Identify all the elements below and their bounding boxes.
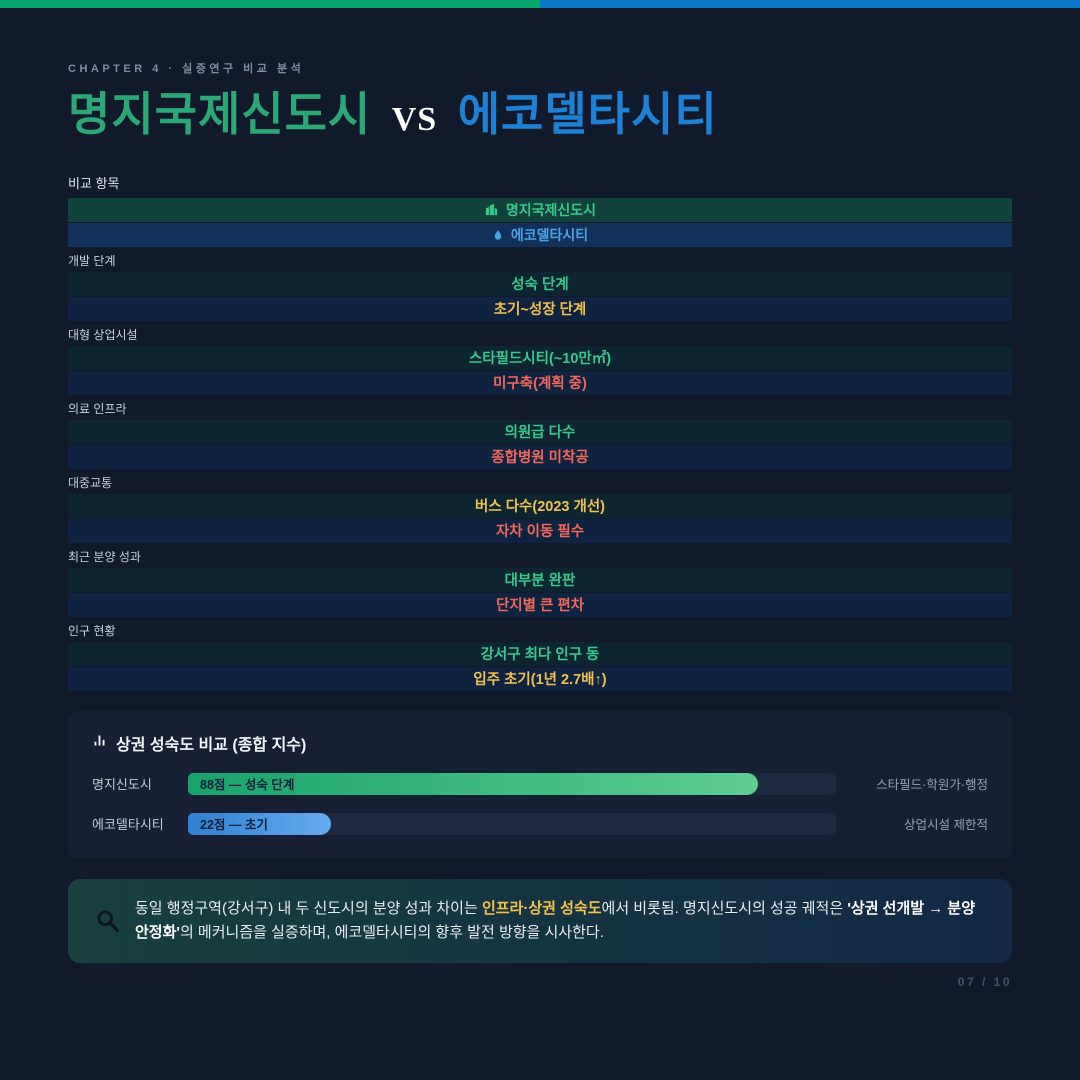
- row-category-label: 대중교통: [68, 475, 113, 490]
- title-vs: VS: [391, 101, 438, 138]
- row-category-label: 개발 단계: [68, 253, 116, 268]
- bar-track: 88점 — 성숙 단계: [188, 772, 836, 795]
- chapter-label: CHAPTER 4 · 실증연구 비교 분석: [68, 63, 305, 75]
- accent-strip-green: [0, 0, 540, 8]
- row-category-label: 의료 인프라: [68, 401, 127, 416]
- table-body: 개발 단계 성숙 단계 초기~성장 단계 대형 상업시설 스타필드시티(~10만…: [68, 248, 1012, 691]
- chart-title-row: 상권 성숙도 비교 (종합 지수): [92, 731, 988, 755]
- table-corner-label: 비교 항목: [68, 175, 120, 191]
- chart-bar-row: 명지신도시 88점 — 성숙 단계 스타필드·학원가·행정: [92, 772, 988, 795]
- table-row: 최근 분양 성과 대부분 완판 단지별 큰 편차: [68, 544, 1012, 617]
- ecodelta-value-cell: 입주 초기(1년 2.7배↑): [68, 666, 1012, 691]
- column-header-myeongji: 명지국제신도시: [68, 197, 1012, 222]
- droplet-icon: [492, 229, 504, 241]
- accent-strip-blue: [540, 0, 1080, 8]
- chart-bar-row: 에코델타시티 22점 — 초기 상업시설 제한적: [92, 812, 988, 835]
- myeongji-value-cell: 스타필드시티(~10만㎡): [68, 345, 1012, 370]
- ecodelta-value-cell: 단지별 큰 편차: [68, 592, 1012, 617]
- column-header-label: 명지국제신도시: [505, 201, 597, 218]
- ecodelta-value-cell: 종합병원 미착공: [68, 444, 1012, 469]
- city-icon: [484, 202, 499, 217]
- table-row: 대형 상업시설 스타필드시티(~10만㎡) 미구축(계획 중): [68, 322, 1012, 395]
- myeongji-value-cell: 강서구 최다 인구 동: [68, 641, 1012, 666]
- chart-rows: 명지신도시 88점 — 성숙 단계 스타필드·학원가·행정 에코델타시티 22점…: [92, 772, 988, 835]
- summary-segment: 의 메커니즘을 실증하며, 에코델타시티의 향후 발전 방향을 시사한다.: [179, 923, 604, 941]
- bar-fill: 88점 — 성숙 단계: [188, 772, 759, 795]
- myeongji-value-cell: 대부분 완판: [68, 567, 1012, 592]
- summary-segment: 동일 행정구역(강서구) 내 두 신도시의 분양 성과 차이는: [135, 899, 482, 917]
- row-category-label: 최근 분양 성과: [68, 549, 141, 564]
- ecodelta-value-cell: 자차 이동 필수: [68, 518, 1012, 543]
- ecodelta-value-cell: 미구축(계획 중): [68, 370, 1012, 395]
- summary-segment: 인프라·상권 성숙도: [481, 899, 602, 917]
- summary-segment: '상권 선개발 → 분양 안정화': [135, 899, 975, 941]
- page-indicator: 07 / 10: [957, 975, 1012, 990]
- bar-category-label: 명지신도시: [92, 777, 152, 793]
- comparison-table: 비교 항목 명지국제신도시 에코델타시티 개발 단계 성숙 단계 초기~성장 단…: [68, 173, 1012, 691]
- table-row: 대중교통 버스 다수(2023 개선) 자차 이동 필수: [68, 470, 1012, 543]
- table-row: 의료 인프라 의원급 다수 종합병원 미착공: [68, 396, 1012, 469]
- row-category-label: 인구 현황: [68, 623, 116, 638]
- top-accent-strip: [0, 0, 1080, 8]
- page-title: 명지국제신도시 VS 에코델타시티: [68, 89, 1012, 141]
- bar-chart-icon: [92, 733, 107, 753]
- row-category-label: 대형 상업시설: [68, 327, 138, 342]
- table-row: 개발 단계 성숙 단계 초기~성장 단계: [68, 248, 1012, 321]
- chart-title: 상권 성숙도 비교 (종합 지수): [116, 736, 307, 754]
- column-header-label: 에코델타시티: [510, 226, 589, 243]
- bar-track: 22점 — 초기: [188, 812, 836, 835]
- maturity-chart-card: 상권 성숙도 비교 (종합 지수) 명지신도시 88점 — 성숙 단계 스타필드…: [68, 710, 1012, 859]
- summary-box: 동일 행정구역(강서구) 내 두 신도시의 분양 성과 차이는 인프라·상권 성…: [68, 878, 1012, 964]
- summary-text: 동일 행정구역(강서구) 내 두 신도시의 분양 성과 차이는 인프라·상권 성…: [135, 897, 986, 946]
- ecodelta-value-cell: 초기~성장 단계: [68, 296, 1012, 321]
- bar-annotation: 상업시설 제한적: [904, 818, 988, 833]
- bar-fill: 22점 — 초기: [188, 812, 331, 835]
- column-header-ecodelta: 에코델타시티: [68, 222, 1012, 247]
- myeongji-value-cell: 버스 다수(2023 개선): [68, 493, 1012, 518]
- bar-category-label: 에코델타시티: [92, 817, 164, 833]
- table-row: 인구 현황 강서구 최다 인구 동 입주 초기(1년 2.7배↑): [68, 618, 1012, 691]
- title-city-secondary: 에코델타시티: [457, 89, 718, 140]
- title-city-primary: 명지국제신도시: [68, 89, 372, 140]
- myeongji-value-cell: 의원급 다수: [68, 419, 1012, 444]
- myeongji-value-cell: 성숙 단계: [68, 271, 1012, 296]
- bar-annotation: 스타필드·학원가·행정: [876, 778, 988, 793]
- summary-segment: 에서 비롯됨. 명지신도시의 성공 궤적은: [601, 899, 848, 917]
- magnifier-icon: [94, 907, 121, 934]
